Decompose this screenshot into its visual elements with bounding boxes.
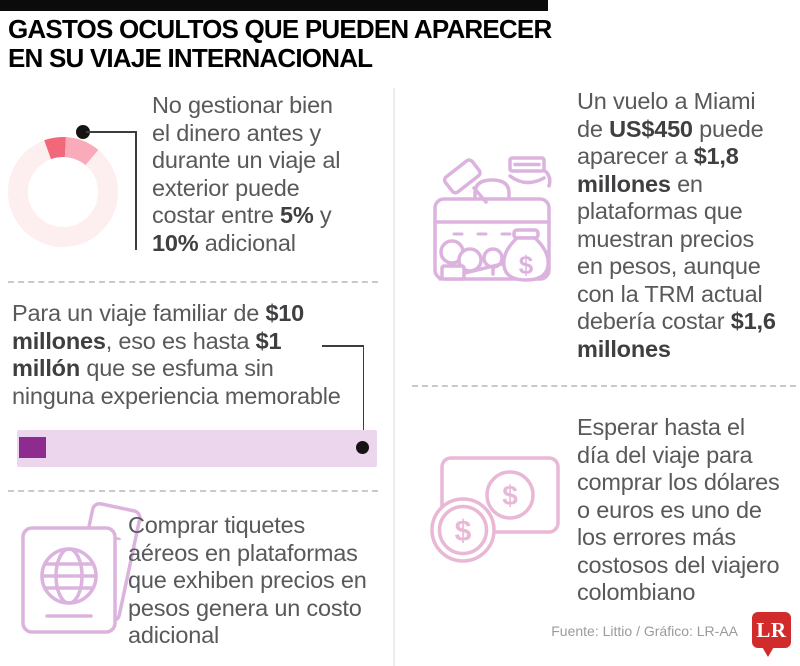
callout-dot	[76, 125, 90, 139]
text-block-wait-to-buy-currency: Esperar hasta el día del viaje para comp…	[577, 414, 780, 605]
suitcase-money-icon: $	[433, 156, 552, 282]
divider-left-2	[8, 490, 378, 492]
text-block-hidden-cost-percentage: No gestionar bien el dinero antes y dura…	[152, 92, 341, 256]
divider-right-1	[412, 385, 796, 387]
cash-dollar-icon: $ $	[430, 456, 560, 563]
page-title: GASTOS OCULTOS QUE PUEDEN APARECER EN SU…	[8, 15, 568, 73]
text-block-family-trip: Para un viaje familiar de $10 millones, …	[12, 300, 341, 409]
lr-logo-tail	[761, 645, 775, 657]
page-title-line1: GASTOS OCULTOS QUE PUEDEN APARECER	[8, 14, 552, 44]
top-black-bar	[0, 0, 548, 11]
callout-line-vertical-1	[135, 131, 137, 250]
dollar-glyph-note: $	[502, 480, 518, 511]
lr-logo: LR	[752, 612, 791, 648]
dollar-glyph-bag: $	[519, 250, 534, 280]
text-block-buy-tickets: Comprar tiquetes aéreos en plataformas q…	[128, 512, 367, 648]
dollar-glyph-coin: $	[455, 515, 472, 548]
callout-line-horizontal-1	[86, 131, 136, 133]
bar-callout-dot	[356, 441, 369, 454]
callout-line-vertical-2	[362, 345, 364, 443]
divider-left-1	[8, 281, 378, 283]
lr-logo-text: LR	[756, 617, 787, 642]
donut-chart-icon	[8, 125, 118, 247]
callout-line-horizontal-2	[322, 345, 364, 347]
bar-chart-track	[17, 430, 377, 467]
passport-ticket-icon: ✈	[21, 502, 142, 634]
bar-chart-lost-money-segment	[19, 437, 46, 458]
source-credit: Fuente: Littio / Gráfico: LR-AA	[551, 623, 738, 639]
page-title-line2: EN SU VIAJE INTERNACIONAL	[8, 43, 373, 73]
column-divider	[393, 88, 395, 666]
text-block-miami-flight: Un vuelo a Miami de US$450 puede aparece…	[577, 88, 776, 362]
